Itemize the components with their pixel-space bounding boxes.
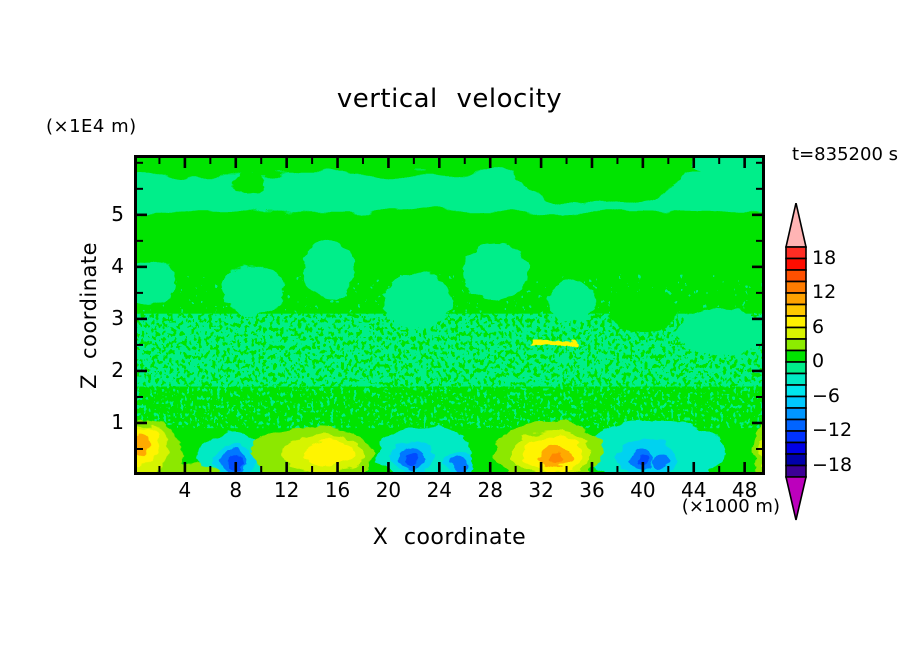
x-tick-label: 48 [731, 478, 758, 502]
colorbar-segment [785, 418, 807, 432]
x-axis-label: X coordinate [372, 525, 527, 550]
colorbar-over-arrow [784, 203, 808, 248]
x-tick-label: 20 [375, 478, 402, 502]
colorbar-tick-label: −18 [812, 453, 853, 476]
axes-frame-and-ticks [134, 155, 765, 475]
colorbar-segment [785, 269, 807, 283]
colorbar-segment [785, 315, 807, 329]
plot-frame [134, 155, 765, 475]
x-tick-label: 28 [477, 478, 503, 502]
x-tick-label: 12 [273, 478, 300, 502]
contour-field [134, 155, 765, 475]
colorbar-tick-label: 12 [812, 281, 837, 303]
z-tick-label: 4 [111, 253, 124, 278]
x-tick-label: 24 [426, 478, 453, 502]
colorbar-segment [785, 246, 807, 260]
x-tick-label: 32 [528, 478, 554, 502]
colorbar-segment [785, 292, 807, 306]
colorbar-tick-label: 6 [812, 315, 825, 338]
colorbar-tick-label: 0 [812, 350, 825, 372]
colorbar [784, 203, 808, 521]
z-axis-unit-label: (×1E4 m) [46, 116, 137, 137]
x-tick-label: 16 [324, 478, 351, 502]
colorbar-segment [785, 257, 807, 271]
colorbar-segment [785, 407, 807, 421]
z-tick-label: 2 [111, 357, 124, 382]
x-tick-label: 44 [681, 478, 707, 502]
colorbar-tick-label: −12 [812, 419, 853, 441]
colorbar-segment [785, 464, 807, 478]
colorbar-tick-label: −6 [812, 384, 841, 407]
colorbar-segment [785, 372, 807, 386]
plot-area [134, 155, 765, 475]
colorbar-under-arrow [784, 476, 808, 521]
x-tick-label: 4 [178, 478, 192, 502]
z-tick-label: 1 [111, 409, 124, 434]
z-tick-label: 3 [111, 305, 124, 330]
colorbar-segment [785, 453, 807, 467]
x-tick-label: 40 [630, 478, 656, 502]
plot-title: vertical velocity [336, 84, 563, 114]
colorbar-segment [785, 441, 807, 455]
z-axis-label: Z coordinate [77, 241, 101, 389]
colorbar-segment [785, 303, 807, 317]
x-axis-unit-label: (×1000 m) [681, 496, 780, 517]
colorbar-segment [785, 361, 807, 375]
colorbar-segment [785, 349, 807, 363]
colorbar-segment [785, 338, 807, 352]
time-stamp-label: t=835200 s [792, 144, 898, 165]
colorbar-tick-label: 18 [812, 246, 837, 269]
colorbar-segment [785, 326, 807, 340]
x-tick-label: 8 [229, 478, 243, 502]
colorbar-segment [785, 384, 807, 398]
colorbar-segment [785, 280, 807, 294]
colorbar-segment [785, 395, 807, 409]
z-tick-label: 5 [111, 201, 124, 226]
x-tick-label: 36 [579, 478, 605, 502]
colorbar-segment [785, 430, 807, 444]
